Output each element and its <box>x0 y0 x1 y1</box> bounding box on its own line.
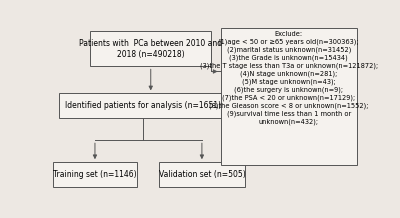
FancyBboxPatch shape <box>53 162 137 187</box>
Text: Training set (n=1146): Training set (n=1146) <box>53 170 137 179</box>
Text: Patients with  PCa between 2010 and
2018 (n=490218): Patients with PCa between 2010 and 2018 … <box>79 39 222 59</box>
Text: Validation set (n=505): Validation set (n=505) <box>158 170 245 179</box>
FancyBboxPatch shape <box>90 31 211 66</box>
FancyBboxPatch shape <box>59 93 227 118</box>
Text: Exclude:
(1)age < 50 or ≥65 years old(n=300363);
(2)marital status unknown(n=314: Exclude: (1)age < 50 or ≥65 years old(n=… <box>200 31 378 125</box>
FancyBboxPatch shape <box>158 162 245 187</box>
FancyBboxPatch shape <box>220 28 357 165</box>
Text: Identified patients for analysis (n=1651): Identified patients for analysis (n=1651… <box>65 101 221 110</box>
